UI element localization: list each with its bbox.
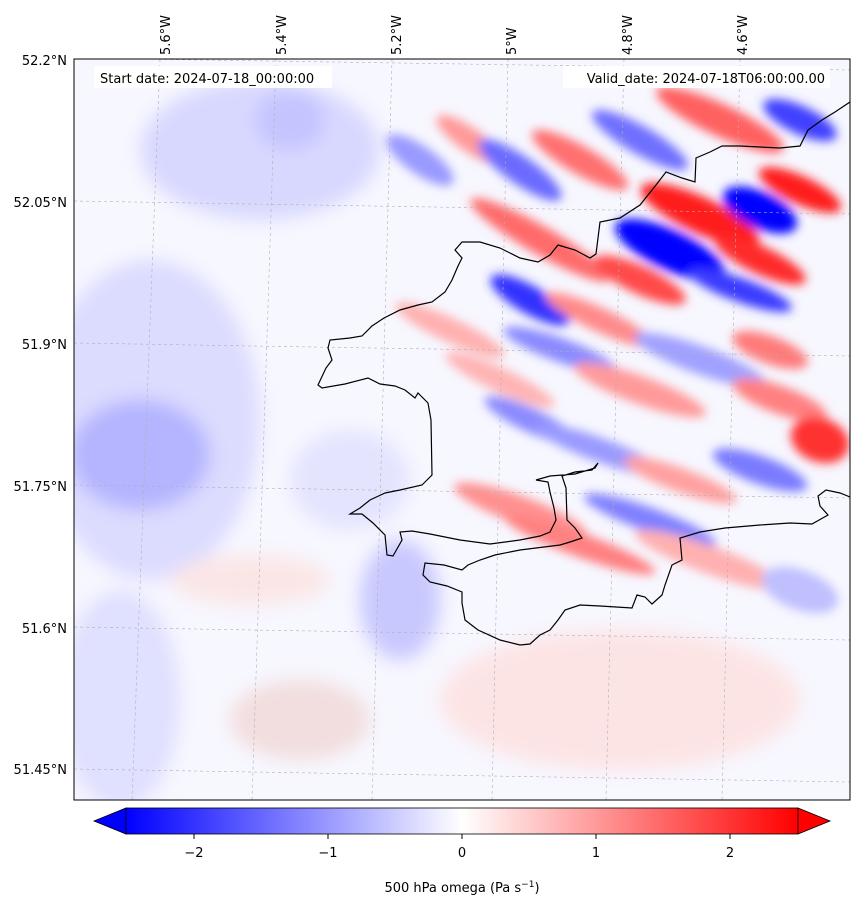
map-panel: Start date: 2024-07-18_00:00:00 Valid_da… xyxy=(73,58,851,801)
colorbar-label: 500 hPa omega (Pa s−1) xyxy=(384,880,539,896)
start-date-label: Start date: 2024-07-18_00:00:00 xyxy=(100,72,314,87)
valid-date-box: Valid_date: 2024-07-18T06:00:00.00 xyxy=(563,66,830,88)
longitude-labels: 5.6°W 5.4°W 5.2°W 5°W 4.8°W 4.6°W xyxy=(159,15,751,55)
lat-label-51-6n: 51.6°N xyxy=(22,622,67,637)
lat-label-51-45n: 51.45°N xyxy=(14,763,67,778)
wave-bands xyxy=(386,87,850,614)
lat-label-52-2n: 52.2°N xyxy=(22,54,67,69)
latitude-labels: 52.2°N 52.05°N 51.9°N 51.75°N 51.6°N 51.… xyxy=(14,54,67,778)
colorbar-tick-2: 2 xyxy=(726,846,734,861)
colorbar-tick-1: 1 xyxy=(592,846,600,861)
lon-label-5-6w: 5.6°W xyxy=(159,15,174,55)
colorbar-ticks xyxy=(193,834,731,839)
map-frame xyxy=(73,58,851,801)
colorbar-gradient xyxy=(125,807,799,835)
colorbar-min-extend xyxy=(92,807,127,835)
colorbar-tick-neg2: −2 xyxy=(184,846,203,861)
start-date-box: Start date: 2024-07-18_00:00:00 xyxy=(94,66,332,88)
valid-date-label: Valid_date: 2024-07-18T06:00:00.00 xyxy=(587,72,825,87)
omega-field xyxy=(74,59,850,800)
lat-label-51-9n: 51.9°N xyxy=(22,338,67,353)
western-light-blue xyxy=(74,80,800,800)
lon-label-5-4w: 5.4°W xyxy=(275,15,290,55)
colorbar-max-extend xyxy=(797,807,832,835)
coastline xyxy=(317,101,850,646)
lon-label-5w: 5°W xyxy=(505,27,520,55)
colorbar-tick-0: 0 xyxy=(458,846,466,861)
colorbar: −2 −1 0 1 2 500 hPa omega (Pa s−1) xyxy=(92,807,832,896)
colorbar-tick-neg1: −1 xyxy=(318,846,337,861)
lon-label-5-2w: 5.2°W xyxy=(390,15,405,55)
lat-label-51-75n: 51.75°N xyxy=(14,480,67,495)
lon-label-4-6w: 4.6°W xyxy=(736,15,751,55)
lat-label-52-05n: 52.05°N xyxy=(14,196,67,211)
lon-label-4-8w: 4.8°W xyxy=(621,15,636,55)
